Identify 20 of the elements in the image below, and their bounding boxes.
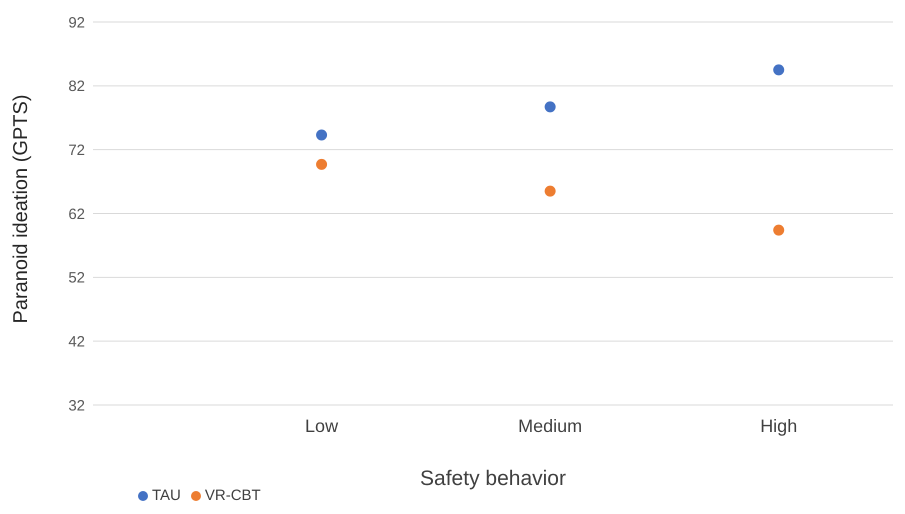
point xyxy=(316,129,328,140)
y-tick-label: 32 xyxy=(68,397,85,414)
x-tick-label: Medium xyxy=(518,416,582,436)
point xyxy=(773,224,784,236)
y-tick-label: 72 xyxy=(68,142,85,159)
x-tick-label: High xyxy=(760,416,798,436)
legend-label: VR-CBT xyxy=(204,487,261,504)
y-tick-label: 92 xyxy=(68,14,85,32)
y-axis-title: Paranoid ideation (GPTS) xyxy=(10,94,32,324)
point xyxy=(316,158,328,170)
point xyxy=(773,64,784,76)
y-tick-label: 62 xyxy=(68,206,85,223)
y-tick-label: 52 xyxy=(68,270,85,287)
y-tick-label: 42 xyxy=(68,333,85,350)
point xyxy=(544,186,556,197)
x-axis-title: Safety behavior xyxy=(420,467,566,490)
x-tick-label: Low xyxy=(305,416,340,436)
point xyxy=(544,101,556,112)
legend-label: TAU xyxy=(152,487,181,504)
y-tick-label: 82 xyxy=(68,78,85,96)
